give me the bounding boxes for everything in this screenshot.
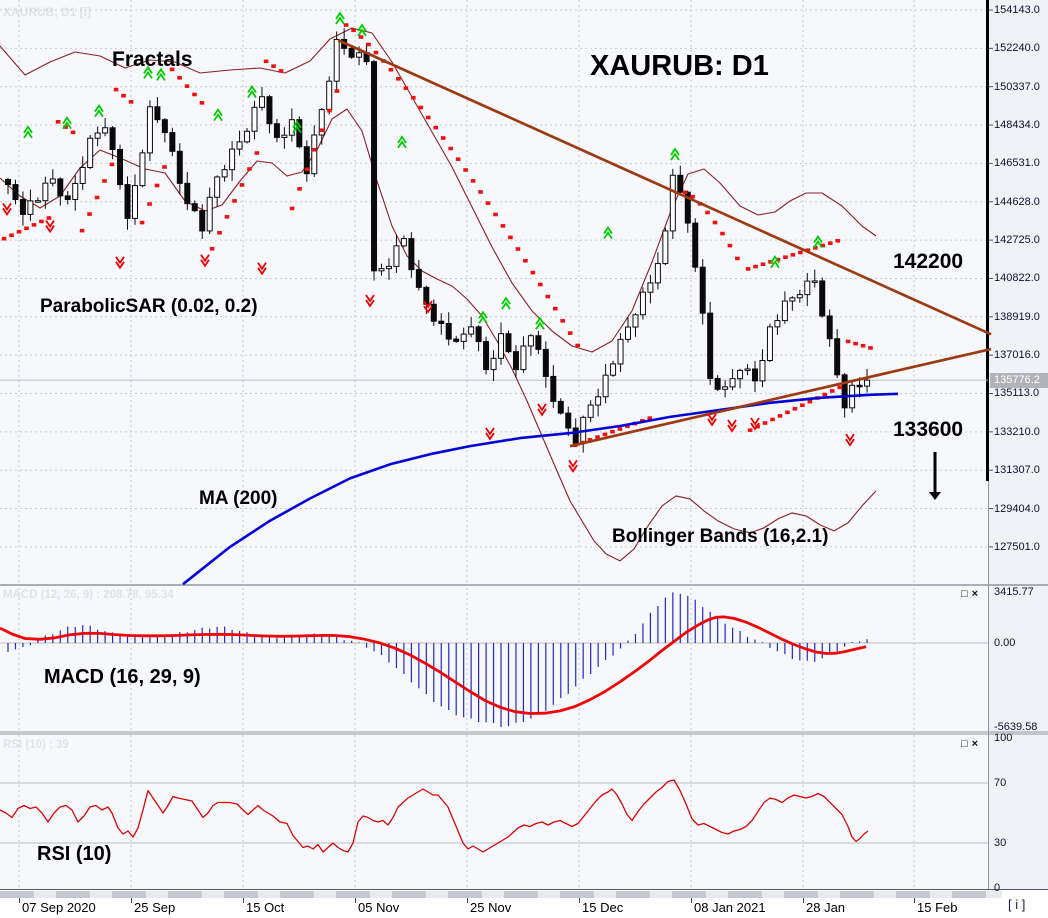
time-tick-mark (579, 898, 580, 903)
rsi-panel-buttons: □ × (961, 738, 987, 749)
time-tick-mark (243, 898, 244, 903)
rsi-label: RSI (10) (37, 843, 112, 865)
time-tick-label: 15 Oct (246, 900, 285, 915)
rsi-tick-label: 30 (994, 837, 1007, 849)
price-tick-label: 135113.0 (994, 387, 1040, 400)
rsi-close-button[interactable]: × (971, 737, 979, 750)
resistance-level-label: 142200 (893, 250, 964, 273)
price-tick-label: 127501.0 (994, 540, 1040, 553)
price-tick-label: 154143.0 (994, 4, 1040, 16)
price-tick-label: 133210.0 (994, 425, 1040, 438)
macd-minimize-button[interactable]: □ (961, 587, 968, 600)
time-tick-label: 15 Feb (917, 900, 958, 915)
rsi-tick-label: 0 (994, 882, 1001, 894)
time-tick-label: 28 Jan (806, 900, 846, 915)
price-tick-label: 150337.0 (994, 80, 1040, 93)
price-tick-label: 140822.0 (994, 272, 1040, 285)
time-tick-label: 25 Nov (470, 900, 512, 915)
macd-tick-label: -5639.58 (994, 721, 1038, 734)
time-tick-label: 15 Dec (582, 900, 624, 915)
parabolic-sar-label: ParabolicSAR (0.02, 0.2) (40, 296, 258, 317)
price-tick-label: 129404.0 (994, 502, 1040, 515)
price-tick-label: 152240.0 (994, 42, 1040, 55)
price-tick-label: 142725.0 (994, 234, 1040, 247)
rsi-minimize-button[interactable]: □ (961, 737, 968, 750)
time-tick-mark (355, 898, 356, 903)
time-axis[interactable]: 07 Sep 2020 25 Sep 15 Oct 05 Nov 25 Nov 15 De… (0, 889, 1048, 918)
chart-watermark: XAURUB, D1 [i] (3, 5, 92, 19)
current-price-badge: 135776.2 (990, 373, 1048, 389)
support-level-label: 133600 (893, 418, 964, 441)
rsi-tick-label: 70 (994, 777, 1007, 789)
bollinger-label: Bollinger Bands (16,2.1) (612, 526, 829, 547)
price-tick-label: 144628.0 (994, 195, 1040, 208)
price-tick-label: 146531.0 (994, 157, 1040, 170)
price-tick-label: 137016.0 (994, 349, 1040, 362)
fractals-label: Fractals (112, 48, 193, 71)
time-tick-label: 05 Nov (358, 900, 400, 915)
time-tick-mark (914, 898, 915, 903)
horizontal-scrollbar[interactable] (0, 891, 1002, 898)
rsi-tick-label: 100 (994, 732, 1013, 744)
symbol-title: XAURUB: D1 (590, 50, 769, 82)
price-tick-label: 138919.0 (994, 310, 1040, 323)
price-tick-label: 148434.0 (994, 119, 1040, 132)
macd-tick-label: 0.00 (994, 637, 1016, 649)
price-tick-label: 131307.0 (994, 464, 1040, 477)
time-tick-mark (131, 898, 132, 903)
time-tick-label: 07 Sep 2020 (22, 900, 96, 915)
macd-label: MACD (16, 29, 9) (44, 666, 201, 688)
info-link[interactable]: [ i ] (1008, 897, 1026, 912)
time-tick-mark (803, 898, 804, 903)
macd-close-button[interactable]: × (971, 587, 979, 600)
time-tick-label: 25 Sep (134, 900, 176, 915)
time-tick-label: 08 Jan 2021 (694, 900, 766, 915)
ma-label: MA (200) (199, 488, 278, 509)
time-tick-mark (691, 898, 692, 903)
macd-panel-buttons: □ × (961, 588, 987, 599)
time-tick-mark (467, 898, 468, 903)
macd-tick-label: 3415.77 (994, 585, 1034, 598)
time-tick-mark (19, 898, 20, 903)
